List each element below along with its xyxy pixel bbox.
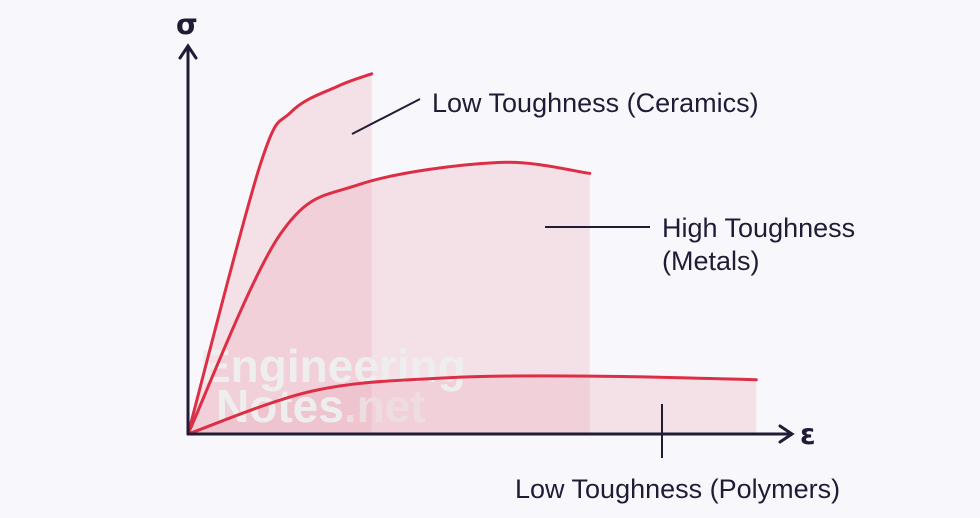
toughness-areas (188, 73, 757, 435)
metals-toughness-area (188, 162, 590, 434)
ceramics-curve (186, 72, 374, 436)
ceramics-toughness-area (188, 73, 372, 435)
x-axis-arrow (778, 424, 795, 444)
watermark-line-1: Engineering (200, 340, 466, 392)
polymers-curve (186, 374, 758, 436)
ceramics-leader (351, 98, 421, 135)
ceramics-label: Low Toughness (Ceramics) (432, 88, 759, 118)
y-axis-label: σ (176, 8, 198, 41)
polymers-label: Low Toughness (Polymers) (515, 474, 840, 504)
metals-label-sub: (Metals) (662, 246, 760, 276)
curves (186, 72, 758, 436)
y-axis-arrow (178, 43, 198, 60)
watermark-dot-net: .net (344, 380, 426, 432)
axes: σ ε (176, 8, 816, 451)
metals-label: High Toughness (662, 213, 855, 243)
annotations: Low Toughness (Ceramics) High Toughness … (351, 88, 855, 504)
x-axis-label: ε (800, 418, 816, 451)
polymers-toughness-area (188, 375, 757, 434)
metals-curve (186, 160, 592, 436)
